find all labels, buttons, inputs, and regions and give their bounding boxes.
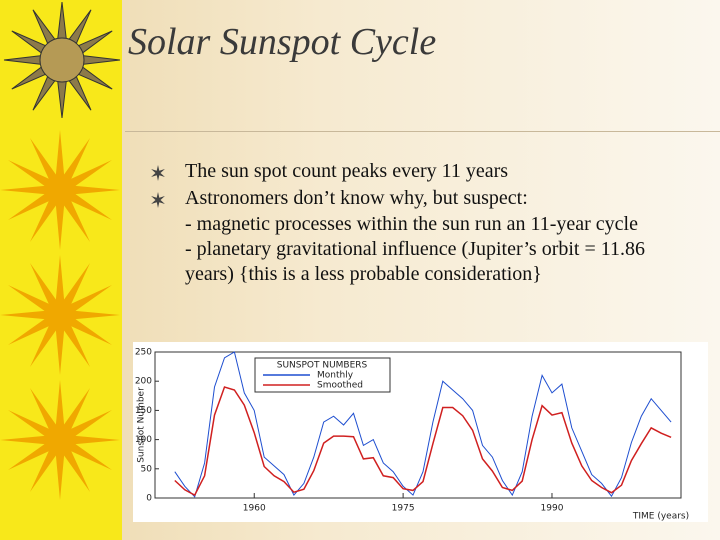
y-axis-label: Sunspot Number <box>137 387 147 463</box>
bullet-glyph <box>151 192 165 208</box>
bullet-text: The sun spot count peaks every 11 years <box>185 160 509 182</box>
series-line <box>174 351 672 498</box>
divider <box>125 131 720 132</box>
legend-label: Monthly <box>317 371 354 381</box>
bullet-item: The sun spot count peaks every 11 years <box>150 158 690 185</box>
x-tick-label: 1960 <box>243 504 266 514</box>
sun-icon <box>0 380 120 500</box>
bullet-star <box>151 192 165 208</box>
sun-strip <box>0 0 122 540</box>
slide-title: Solar Sunspot Cycle <box>128 21 437 63</box>
sub-point: - planetary gravitational influence (Jup… <box>185 238 646 285</box>
y-tick-label: 200 <box>135 377 152 387</box>
bullet-glyph <box>151 165 165 181</box>
plot-frame <box>154 351 682 499</box>
x-axis-label: TIME (years) <box>632 512 689 522</box>
legend-title: SUNSPOT NUMBERS <box>277 361 368 371</box>
y-tick-label: 50 <box>141 464 153 474</box>
y-tick-label: 250 <box>135 348 152 358</box>
bullet-item: Astronomers don’t know why, but suspect:… <box>150 185 690 287</box>
chart: 0 50 100 150 200 250 1960 1975 1990 TIME (years) S… <box>133 342 708 522</box>
sun-icon <box>0 130 120 250</box>
x-tick-label: 1975 <box>392 504 415 514</box>
sun-face <box>39 37 85 83</box>
sub-point: - magnetic processes within the sun run … <box>185 213 638 235</box>
y-tick-label: 150 <box>135 406 152 416</box>
bullet-list: The sun spot count peaks every 11 years A… <box>150 158 690 287</box>
legend-label: Smoothed <box>317 381 363 391</box>
y-tick-label: 0 <box>146 494 152 504</box>
x-tick-label: 1990 <box>541 504 564 514</box>
series-line <box>174 386 672 497</box>
sun-icon <box>0 255 120 375</box>
bullet-star <box>151 165 165 181</box>
bullet-text: Astronomers don’t know why, but suspect: <box>185 187 528 209</box>
y-tick-label: 100 <box>135 435 152 445</box>
